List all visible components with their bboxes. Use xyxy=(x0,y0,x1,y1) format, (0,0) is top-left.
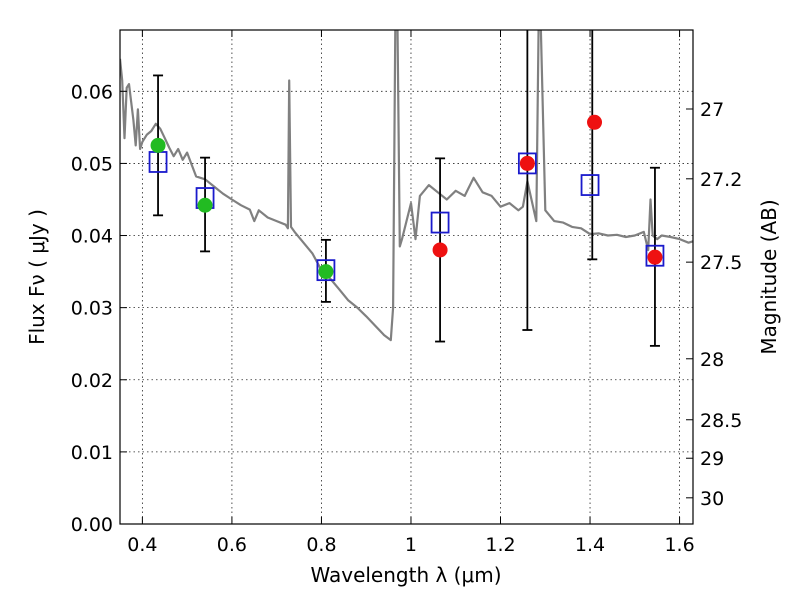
x-tick-label: 1.4 xyxy=(575,534,605,556)
model-photometry-square xyxy=(645,244,665,267)
upper-limit-point xyxy=(432,242,448,258)
tick-labels: 0.4 0.6 0.8 1 1.2 1.4 1.6 0.00 0.01 0.02 0.03 0.04 0… xyxy=(71,81,743,556)
upper-limit-point xyxy=(587,114,603,130)
grid xyxy=(120,30,693,524)
axis-ticks xyxy=(120,30,693,525)
model-photometry-square xyxy=(430,211,450,234)
y2-tick-label: 29 xyxy=(700,448,724,470)
y2-tick-label: 27.5 xyxy=(700,252,742,274)
x-tick-label: 1.2 xyxy=(485,534,515,556)
y2-tick-label: 28.5 xyxy=(700,410,742,432)
y-tick-label: 0.00 xyxy=(71,514,113,536)
spectrum-line xyxy=(120,30,693,342)
y2-axis-label: Magnitude (AB) xyxy=(757,199,781,354)
detection-point xyxy=(197,197,213,213)
x-tick-label: 0.6 xyxy=(217,534,247,556)
detection-point xyxy=(318,264,334,280)
y-tick-label: 0.05 xyxy=(71,153,113,175)
markers xyxy=(148,114,665,282)
model-photometry-square xyxy=(580,174,600,196)
plot-area xyxy=(120,30,693,342)
x-axis-label: Wavelength λ (μm) xyxy=(310,563,501,587)
y2-tick-label: 30 xyxy=(700,488,724,510)
y2-tick-label: 27.2 xyxy=(700,169,742,191)
detection-point xyxy=(150,137,166,153)
y-tick-label: 0.02 xyxy=(71,370,113,392)
x-tick-label: 0.4 xyxy=(127,534,157,556)
x-tick-label: 1.6 xyxy=(664,534,694,556)
y-tick-label: 0.03 xyxy=(71,298,113,320)
model-photometry-square xyxy=(517,152,537,175)
y-tick-label: 0.06 xyxy=(71,81,113,103)
x-tick-label: 1 xyxy=(405,534,417,556)
x-tick-label: 0.8 xyxy=(306,534,336,556)
upper-limit-point xyxy=(647,249,663,265)
y-axis-label: Flux Fν ( μJy ) xyxy=(25,209,49,345)
plot-frame xyxy=(119,29,694,525)
y2-tick-label: 27 xyxy=(700,99,724,121)
y-tick-label: 0.01 xyxy=(71,442,113,464)
y-tick-label: 0.04 xyxy=(71,226,113,248)
y2-tick-label: 28 xyxy=(700,349,724,371)
upper-limit-point xyxy=(519,155,535,171)
model-photometry-square xyxy=(316,259,336,282)
plot-background xyxy=(120,30,693,524)
